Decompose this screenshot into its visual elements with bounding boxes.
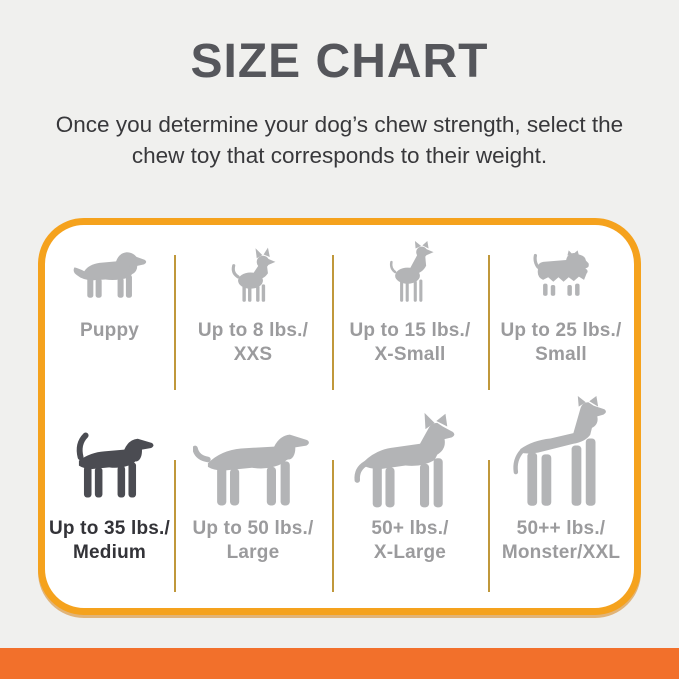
size-label: Up to 25 lbs./ Small bbox=[500, 320, 622, 365]
bottom-accent-bar bbox=[0, 648, 679, 679]
size-cell-medium: Up to 35 lbs./ Medium bbox=[45, 393, 174, 608]
size-cell-large: Up to 50 lbs./ Large bbox=[174, 393, 332, 608]
size-label: Up to 35 lbs./ Medium bbox=[48, 518, 171, 563]
column-divider bbox=[332, 255, 334, 390]
xsmall-dog-icon bbox=[389, 241, 434, 302]
beagle-icon bbox=[76, 432, 153, 498]
column-divider bbox=[174, 460, 176, 592]
terrier-icon bbox=[533, 250, 589, 296]
subtitle-text: Once you determine your dog’s chew stren… bbox=[55, 112, 624, 168]
labrador-icon bbox=[193, 434, 309, 506]
size-label: Up to 8 lbs./ XXS bbox=[197, 320, 309, 365]
size-cell-puppy: Puppy bbox=[45, 225, 174, 393]
size-label: 50+ lbs./ X-Large bbox=[371, 518, 449, 563]
size-cell-monster-xxl: 50++ lbs./ Monster/XXL bbox=[488, 393, 634, 608]
size-label: 50++ lbs./ Monster/XXL bbox=[501, 518, 621, 563]
column-divider bbox=[488, 460, 490, 592]
great-dane-icon bbox=[513, 396, 606, 506]
size-cell-xsmall: Up to 15 lbs./ X-Small bbox=[332, 225, 488, 393]
size-grid: Puppy bbox=[45, 225, 634, 608]
size-cell-small: Up to 25 lbs./ Small bbox=[488, 225, 634, 393]
size-label: Up to 15 lbs./ X-Small bbox=[349, 320, 471, 365]
page-title: SIZE CHART bbox=[190, 35, 489, 88]
chihuahua-icon bbox=[231, 247, 276, 302]
size-label: Puppy bbox=[79, 320, 140, 341]
shepherd-icon bbox=[354, 412, 455, 508]
column-divider bbox=[332, 460, 334, 592]
size-label: Up to 50 lbs./ Large bbox=[192, 518, 314, 563]
size-cell-xlarge: 50+ lbs./ X-Large bbox=[332, 393, 488, 608]
size-cell-xxs: Up to 8 lbs./ XXS bbox=[174, 225, 332, 393]
puppy-icon bbox=[73, 252, 146, 298]
column-divider bbox=[174, 255, 176, 390]
column-divider bbox=[488, 255, 490, 390]
size-chart-panel: Puppy bbox=[38, 218, 641, 615]
